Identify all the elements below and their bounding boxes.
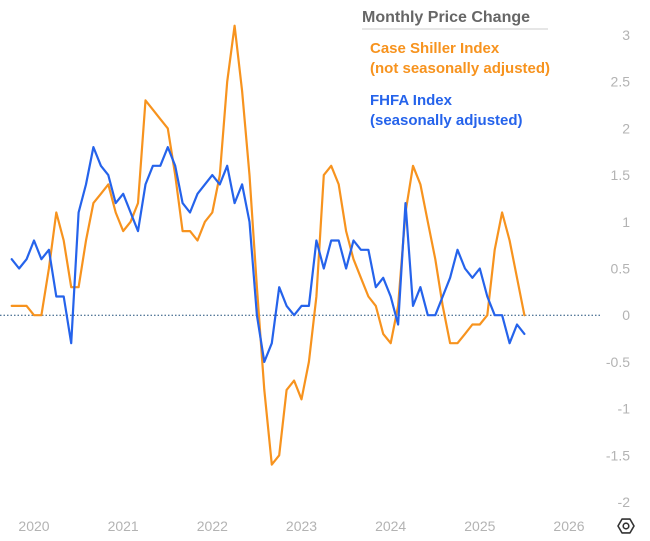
y-tick-label: 3 <box>622 27 630 43</box>
y-axis-ticks: 3 2.5 2 1.5 1 0.5 0 -0.5 -1 -1.5 -2 <box>606 27 630 510</box>
legend-title: Monthly Price Change <box>362 9 530 26</box>
chart-settings-button[interactable] <box>617 518 635 534</box>
fhfa-line <box>10 146 526 363</box>
y-tick-label: 1 <box>622 214 630 230</box>
case-shiller-line <box>10 24 526 466</box>
series-layer <box>10 24 526 466</box>
y-tick-label: 2.5 <box>611 74 631 90</box>
x-tick-label: 2020 <box>18 518 49 534</box>
y-tick-label: -2 <box>618 494 631 510</box>
x-tick-label: 2022 <box>197 518 228 534</box>
x-tick-label: 2025 <box>464 518 495 534</box>
legend-fhfa-sublabel: (seasonally adjusted) <box>370 112 523 129</box>
y-tick-label: -0.5 <box>606 354 630 370</box>
x-tick-label: 2026 <box>553 518 584 534</box>
legend-fhfa-label: FHFA Index <box>370 92 453 109</box>
x-tick-label: 2023 <box>286 518 317 534</box>
gear-icon <box>617 518 635 534</box>
y-tick-label: 1.5 <box>611 167 631 183</box>
x-axis-ticks: 2020 2021 2022 2023 2024 2025 2026 <box>18 518 584 534</box>
legend: Monthly Price Change Case Shiller Index … <box>362 9 550 129</box>
legend-case-shiller-sublabel: (not seasonally adjusted) <box>370 60 550 77</box>
y-tick-label: -1.5 <box>606 447 630 463</box>
x-tick-label: 2024 <box>375 518 406 534</box>
legend-case-shiller-label: Case Shiller Index <box>370 40 500 57</box>
y-tick-label: -1 <box>618 401 631 417</box>
x-tick-label: 2021 <box>108 518 139 534</box>
y-tick-label: 0.5 <box>611 261 631 277</box>
y-tick-label: 0 <box>622 307 630 323</box>
y-tick-label: 2 <box>622 120 630 136</box>
